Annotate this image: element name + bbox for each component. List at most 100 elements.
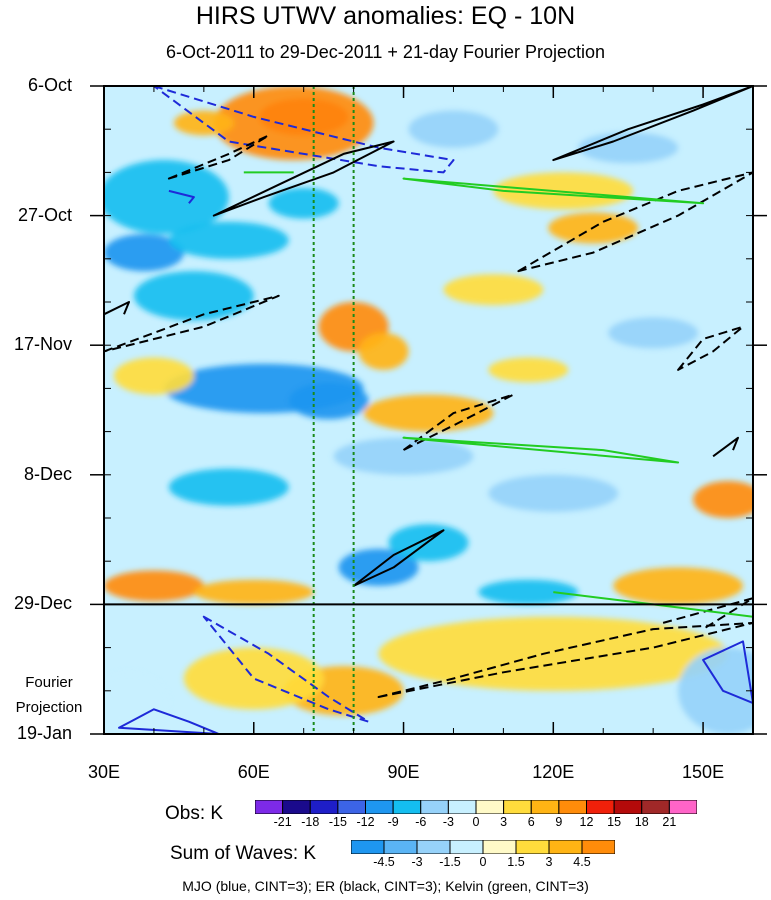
anomaly-blob bbox=[104, 672, 169, 734]
x-tick-label: 120E bbox=[532, 762, 575, 782]
anomaly-blob bbox=[104, 234, 184, 272]
anomaly-blob bbox=[678, 647, 753, 734]
colorbar-tick-label: -12 bbox=[356, 815, 375, 829]
colorbar-cell bbox=[383, 840, 418, 854]
chart-subtitle: 6-Oct-2011 to 29-Dec-2011 + 21-day Fouri… bbox=[165, 42, 606, 62]
colorbar-cell bbox=[449, 840, 484, 854]
plot-frame bbox=[103, 85, 754, 735]
colorbar-cell bbox=[351, 840, 385, 854]
anomaly-blob bbox=[113, 357, 194, 395]
colorbar-tick-label: -21 bbox=[273, 815, 292, 829]
colorbar-tick-label: -9 bbox=[387, 815, 399, 829]
wave-contours bbox=[104, 86, 753, 734]
mjo-contour bbox=[168, 189, 195, 204]
anomaly-blob bbox=[288, 382, 369, 420]
er-contour bbox=[377, 621, 753, 698]
colorbar-tick-label: 15 bbox=[607, 815, 622, 829]
kelvin-contour bbox=[402, 436, 680, 464]
y-tick-label: 29-Dec bbox=[13, 593, 72, 614]
colorbar-tick-label: 0 bbox=[472, 815, 480, 829]
colorbar-cell bbox=[613, 800, 643, 814]
colorbar-cell bbox=[475, 800, 505, 814]
er-contour bbox=[104, 294, 280, 353]
er-contour bbox=[352, 529, 445, 587]
er-contour bbox=[552, 86, 753, 162]
anomaly-blob bbox=[268, 187, 339, 219]
y-tick-label: 27-Oct bbox=[17, 204, 72, 225]
colorbar-cell bbox=[447, 800, 477, 814]
anomaly-blob bbox=[333, 437, 474, 475]
x-tick-label: 30E bbox=[87, 762, 121, 782]
obs-colorbar-title: Obs: K bbox=[165, 803, 224, 824]
anomaly-blob bbox=[104, 570, 204, 602]
er-contour bbox=[402, 393, 515, 452]
colorbar-cell bbox=[392, 800, 422, 814]
colorbar-tick-label: 3 bbox=[545, 855, 553, 869]
anomaly-blob bbox=[358, 332, 409, 370]
colorbar-cell bbox=[416, 840, 451, 854]
colorbar-cell bbox=[337, 800, 366, 814]
y-tick-label: 17-Nov bbox=[13, 334, 72, 355]
x-axis-labels: 30E 60E 90E 120E 150E bbox=[87, 762, 725, 782]
er-contour bbox=[712, 436, 739, 458]
anomaly-blob bbox=[408, 110, 499, 148]
colorbar-cell bbox=[282, 800, 311, 814]
mjo-contour bbox=[202, 615, 370, 723]
colorbar-tick-label: -15 bbox=[328, 815, 347, 829]
colorbar-tick-label: 6 bbox=[527, 815, 535, 829]
er-contour bbox=[677, 325, 744, 371]
colorbar-tick-label: -3 bbox=[442, 815, 454, 829]
anomaly-blob bbox=[378, 616, 729, 691]
x-tick-label: 90E bbox=[387, 762, 420, 782]
er-contour bbox=[104, 301, 130, 316]
anomaly-blob bbox=[168, 468, 289, 506]
chart-title: HIRS UTWV anomalies: EQ - 10N bbox=[195, 2, 576, 30]
colorbar-tick-label: -6 bbox=[415, 815, 427, 829]
er-contour bbox=[662, 597, 753, 630]
colorbar-tick-label: 21 bbox=[662, 815, 677, 829]
colorbar-cell bbox=[668, 800, 697, 814]
mjo-contour bbox=[118, 708, 220, 734]
colorbar-cell bbox=[309, 800, 339, 814]
colorbar-tick-label: 9 bbox=[555, 815, 563, 829]
colorbar-cell bbox=[482, 840, 517, 854]
anomaly-blob bbox=[133, 271, 254, 321]
colorbar-tick-label: -4.5 bbox=[373, 855, 395, 869]
anomaly-blob bbox=[613, 567, 744, 605]
anomaly-blob bbox=[488, 474, 619, 512]
y-tick-label: 6-Oct bbox=[27, 75, 72, 95]
colorbar-cell bbox=[503, 800, 532, 814]
projection-label: Fourier Projection bbox=[15, 674, 83, 716]
er-contour bbox=[212, 140, 395, 217]
anomaly-blob bbox=[488, 357, 569, 383]
colorbar-cell bbox=[581, 840, 615, 854]
y-tick-label: 19-Jan bbox=[16, 723, 72, 743]
x-tick-label: 150E bbox=[682, 762, 725, 782]
x-tick-label: 60E bbox=[237, 762, 270, 782]
sum-colorbar-title: Sum of Waves: K bbox=[170, 843, 317, 864]
colorbar-cell bbox=[420, 800, 449, 814]
kelvin-contour bbox=[402, 177, 705, 205]
colorbar-cell bbox=[530, 800, 560, 814]
hovmoller-plot bbox=[90, 85, 767, 735]
mjo-contour bbox=[702, 640, 753, 705]
colorbar-cell bbox=[558, 800, 587, 814]
mjo-contour bbox=[152, 86, 455, 174]
obs-colorbar bbox=[255, 800, 697, 814]
colorbar-tick-label: -1.5 bbox=[439, 855, 461, 869]
colorbar-cell bbox=[586, 800, 615, 814]
colorbar-tick-label: 12 bbox=[579, 815, 594, 829]
y-axis-labels: 6-Oct 27-Oct 17-Nov 8-Dec 29-Dec 19-Jan bbox=[0, 0, 100, 900]
colorbar-tick-label: 18 bbox=[634, 815, 649, 829]
colorbar-cell bbox=[515, 840, 550, 854]
colorbar-tick-label: -18 bbox=[301, 815, 320, 829]
er-contour bbox=[167, 134, 270, 180]
colorbar-tick-label: 0 bbox=[479, 855, 487, 869]
colorbar-tick-label: 1.5 bbox=[507, 855, 525, 869]
colorbar-cell bbox=[365, 800, 394, 814]
anomaly-blob bbox=[693, 480, 753, 518]
colorbar-tick-label: 4.5 bbox=[573, 855, 591, 869]
anomaly-blob bbox=[608, 317, 699, 349]
colorbar-tick-label: -3 bbox=[411, 855, 423, 869]
colorbar-tick-label: 3 bbox=[500, 815, 508, 829]
